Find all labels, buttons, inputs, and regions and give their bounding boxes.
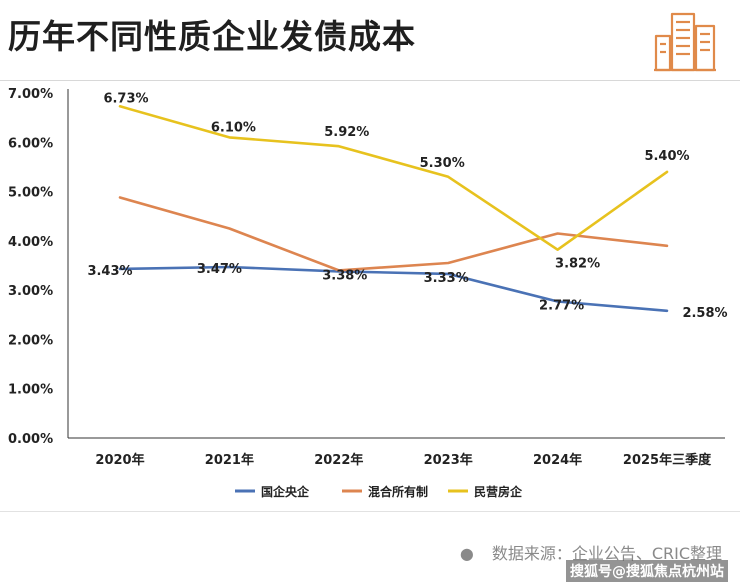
page-title: 历年不同性质企业发债成本 xyxy=(8,17,416,56)
line-chart: 0.00% 1.00% 2.00% 3.00% 4.00% 5.00% 6.00% 7.00%… xyxy=(8,87,728,499)
source-text: 数据来源：企业公告、CRIC整理 xyxy=(491,544,722,563)
y-tick-label: 3.00% xyxy=(8,284,53,299)
data-label: 3.33% xyxy=(424,271,469,286)
legend-label: 混合所有制 xyxy=(368,484,428,499)
y-tick-label: 4.00% xyxy=(8,235,53,250)
footer-divider xyxy=(0,511,740,512)
x-tick-label: 2021年 xyxy=(205,452,254,468)
source-note: ● 数据来源：企业公告、CRIC整理 xyxy=(460,540,722,564)
y-tick-label: 5.00% xyxy=(8,186,53,201)
series-line xyxy=(118,104,669,251)
data-label: 3.47% xyxy=(197,262,242,277)
data-label: 6.73% xyxy=(103,91,148,106)
x-tick-label: 2025年三季度 xyxy=(623,452,712,468)
bullet-icon: ● xyxy=(459,544,474,563)
data-label: 2.77% xyxy=(539,298,584,313)
y-tick-label: 7.00% xyxy=(8,87,53,102)
city-buildings-icon xyxy=(654,12,716,72)
y-tick-label: 0.00% xyxy=(8,432,53,447)
header-divider xyxy=(0,80,740,81)
x-tick-label: 2023年 xyxy=(424,452,473,468)
data-label: 5.30% xyxy=(420,156,465,171)
legend-label: 民营房企 xyxy=(474,484,523,499)
y-tick-label: 6.00% xyxy=(8,136,53,151)
header: 历年不同性质企业发债成本 xyxy=(0,0,740,80)
data-label: 3.43% xyxy=(87,264,132,279)
y-tick-label: 2.00% xyxy=(8,333,53,348)
series-line xyxy=(118,265,669,313)
data-label: 2.58% xyxy=(682,306,727,321)
data-label: 5.40% xyxy=(644,149,689,164)
x-tick-label: 2020年 xyxy=(95,452,144,468)
data-label: 6.10% xyxy=(211,120,256,135)
data-label: 5.92% xyxy=(324,125,369,140)
watermark: 搜狐号@搜狐焦点杭州站 xyxy=(566,560,728,582)
data-label: 3.38% xyxy=(322,268,367,283)
y-tick-label: 1.00% xyxy=(8,383,53,398)
legend-label: 国企央企 xyxy=(261,484,310,499)
x-tick-label: 2022年 xyxy=(314,452,363,468)
x-tick-label: 2024年 xyxy=(533,452,582,468)
data-label: 3.82% xyxy=(555,257,600,272)
